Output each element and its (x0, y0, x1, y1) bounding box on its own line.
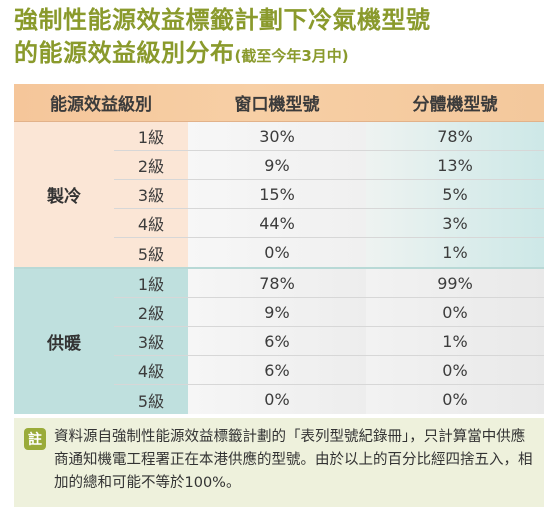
window-cell: 9% (188, 151, 366, 179)
table-row: 2級 9% 0% (114, 298, 544, 327)
window-cell: 44% (188, 209, 366, 237)
grade-cell: 3級 (114, 180, 188, 208)
window-cell: 6% (188, 356, 366, 384)
footnote-text: 資料源自強制性能源效益標籤計劃的「表列型號紀錄冊」，只計算當中供應商通知機電工程… (54, 429, 533, 491)
page-title: 強制性能源效益標籤計劃下冷氣機型號 的能源效益級別分布(截至今年3月中) (14, 4, 544, 73)
table-row: 1級 30% 78% (114, 122, 544, 151)
grade-cell: 3級 (114, 327, 188, 355)
window-cell: 78% (188, 269, 366, 297)
table-row: 4級 6% 0% (114, 356, 544, 385)
table-row: 5級 0% 1% (114, 238, 544, 267)
cooling-group: 製冷 1級 30% 78% 2級 9% 13% 3級 15% 5% 4級 44% 3% 5級 0%… (14, 122, 544, 269)
title-line-2: 的能源效益級別分布(截至今年3月中) (14, 37, 544, 73)
header-grade: 能源效益級別 (50, 95, 152, 115)
split-cell: 3% (366, 209, 544, 237)
table-row: 5級 0% 0% (114, 385, 544, 414)
window-cell: 6% (188, 327, 366, 355)
grade-cell: 1級 (114, 122, 188, 150)
table-row: 2級 9% 13% (114, 151, 544, 180)
table-row: 3級 15% 5% (114, 180, 544, 209)
grade-cell: 2級 (114, 298, 188, 326)
table-row: 3級 6% 1% (114, 327, 544, 356)
grade-cell: 1級 (114, 269, 188, 297)
cooling-label: 製冷 (14, 122, 114, 267)
window-cell: 15% (188, 180, 366, 208)
title-date-note: (截至今年3月中) (234, 47, 349, 65)
window-cell: 0% (188, 238, 366, 267)
grade-cell: 2級 (114, 151, 188, 179)
window-cell: 9% (188, 298, 366, 326)
heating-label: 供暖 (14, 269, 114, 414)
split-cell: 5% (366, 180, 544, 208)
energy-grade-table: 能源效益級別 窗口機型號 分體機型號 製冷 1級 30% 78% 2級 9% 13% 3… (14, 84, 544, 414)
table-row: 1級 78% 99% (114, 269, 544, 298)
grade-cell: 4級 (114, 209, 188, 237)
split-cell: 78% (366, 122, 544, 150)
split-cell: 0% (366, 298, 544, 326)
window-cell: 30% (188, 122, 366, 150)
split-cell: 1% (366, 327, 544, 355)
title-line-2-main: 的能源效益級別分布 (14, 39, 235, 67)
split-cell: 0% (366, 356, 544, 384)
window-cell: 0% (188, 385, 366, 414)
header-window-type: 窗口機型號 (234, 95, 320, 115)
heating-rows: 1級 78% 99% 2級 9% 0% 3級 6% 1% 4級 6% 0% 5級 0% 0% (114, 269, 544, 414)
split-cell: 13% (366, 151, 544, 179)
note-badge-icon: 註 (24, 428, 46, 450)
split-cell: 1% (366, 238, 544, 267)
title-line-1: 強制性能源效益標籤計劃下冷氣機型號 (14, 6, 431, 34)
table-row: 4級 44% 3% (114, 209, 544, 238)
header-split-type: 分體機型號 (412, 95, 498, 115)
grade-cell: 4級 (114, 356, 188, 384)
heating-group: 供暖 1級 78% 99% 2級 9% 0% 3級 6% 1% 4級 6% 0% 5級 0% 0% (14, 269, 544, 414)
cooling-rows: 1級 30% 78% 2級 9% 13% 3級 15% 5% 4級 44% 3% 5級 0% 1% (114, 122, 544, 267)
split-cell: 99% (366, 269, 544, 297)
grade-cell: 5級 (114, 238, 188, 267)
grade-cell: 5級 (114, 385, 188, 414)
split-cell: 0% (366, 385, 544, 414)
footnote-box: 註 資料源自強制性能源效益標籤計劃的「表列型號紀錄冊」，只計算當中供應商通知機電… (14, 418, 544, 507)
table-header: 能源效益級別 窗口機型號 分體機型號 (14, 84, 544, 122)
